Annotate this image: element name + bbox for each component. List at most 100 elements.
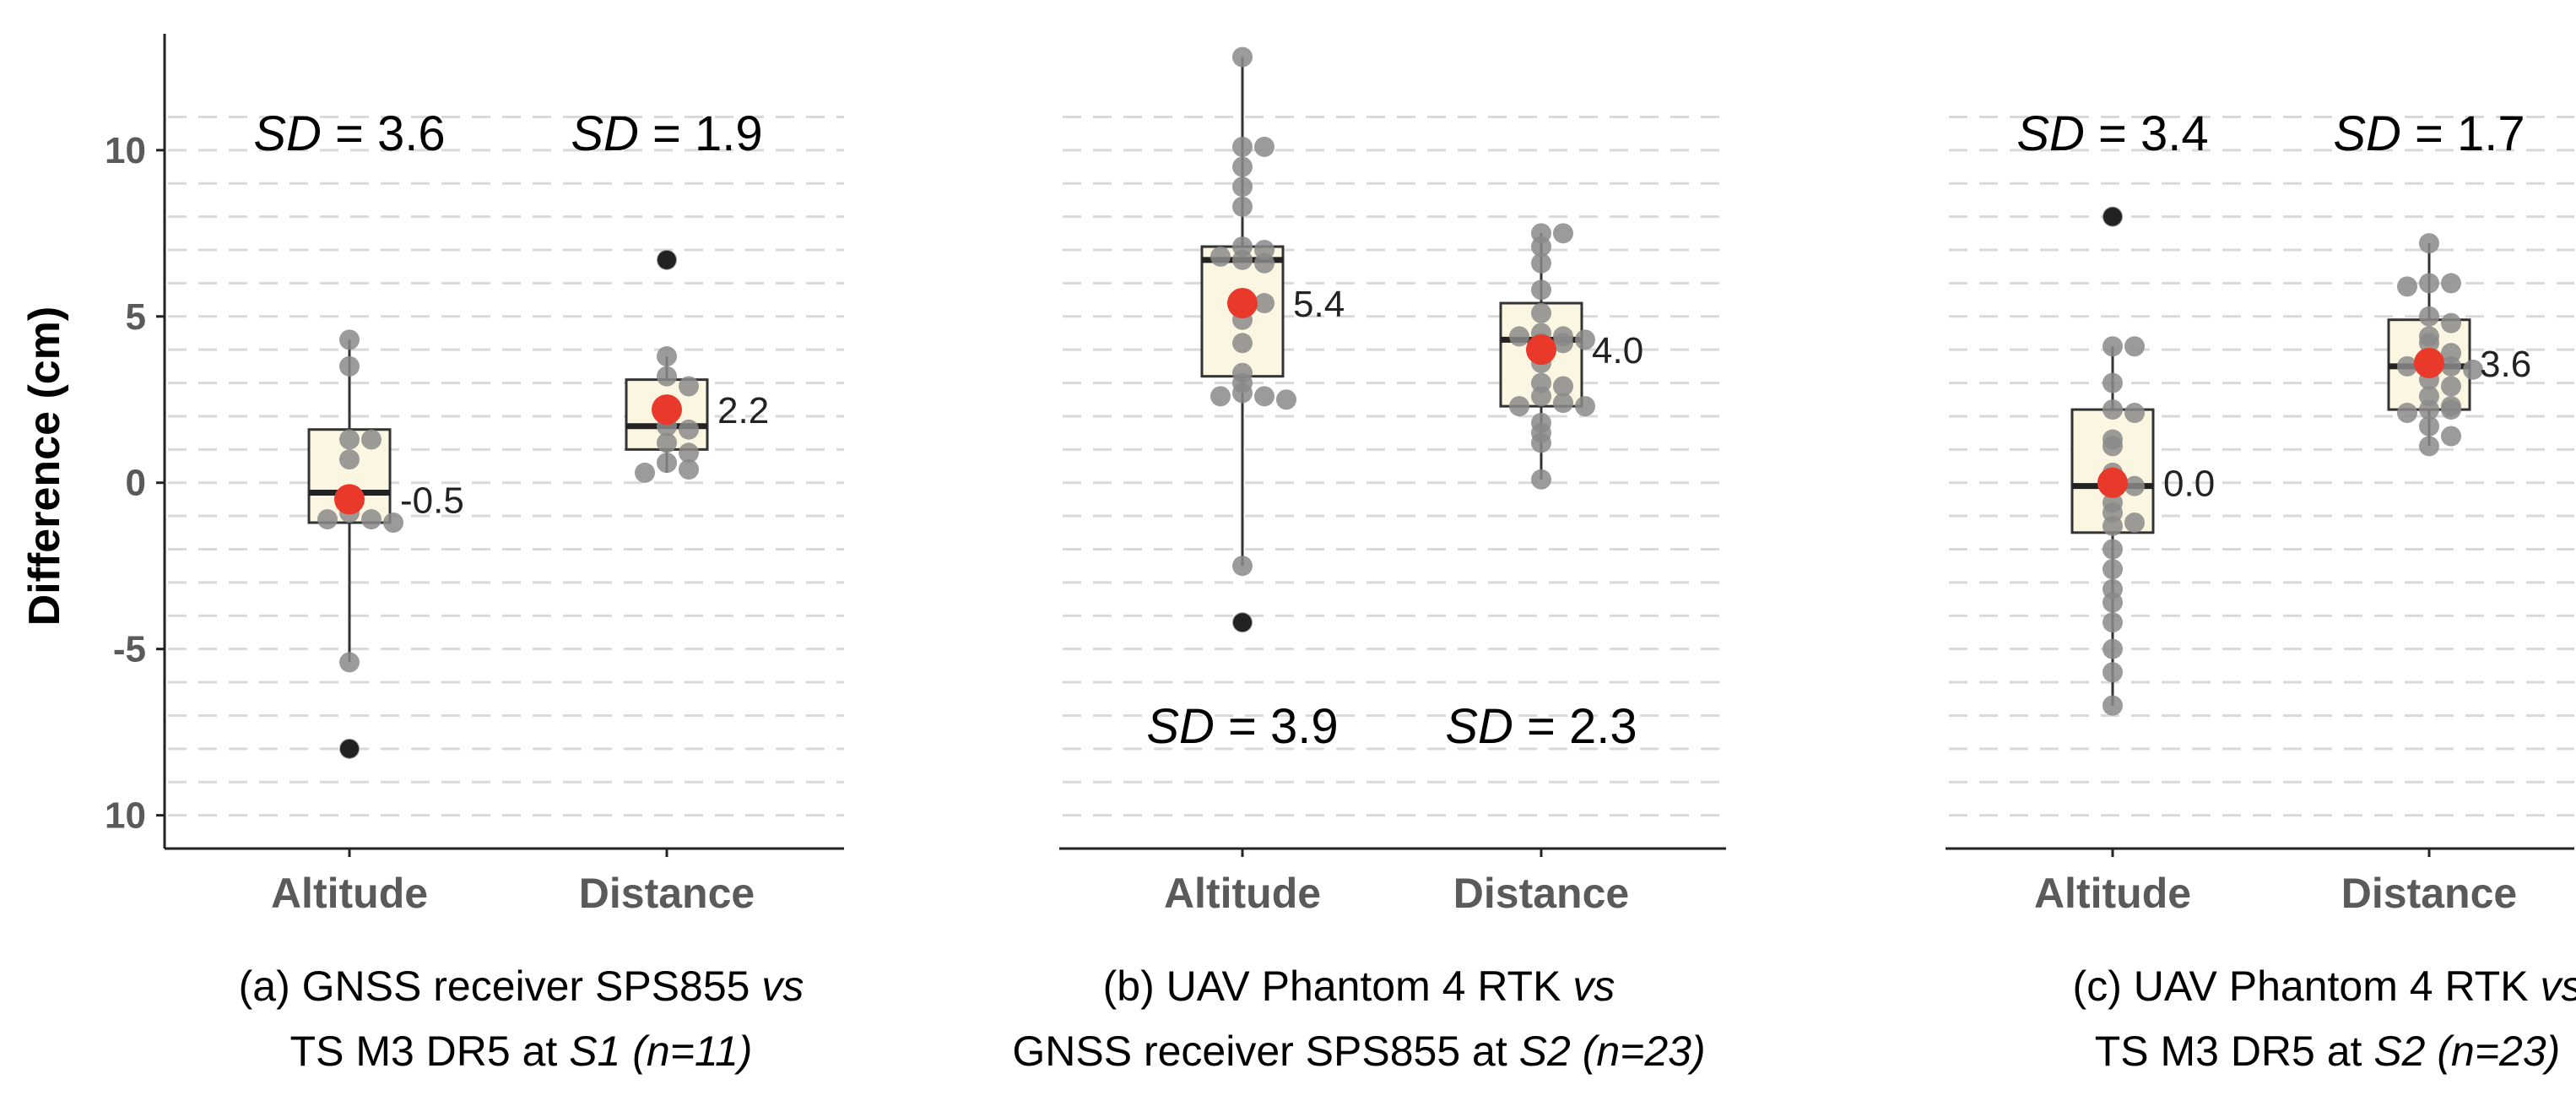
data-point xyxy=(679,376,699,397)
data-point xyxy=(657,432,677,453)
data-point xyxy=(361,429,382,450)
mean-marker xyxy=(1227,288,1258,319)
caption-text: (b) UAV Phantom 4 RTK xyxy=(1103,963,1573,1010)
sd-value: = 3.6 xyxy=(322,106,446,161)
data-point xyxy=(339,355,360,377)
data-point xyxy=(2419,273,2439,294)
caption-text: TS M3 DR5 at xyxy=(2095,1028,2374,1075)
data-point xyxy=(1232,382,1253,404)
data-point xyxy=(1575,396,1595,417)
data-point xyxy=(2441,399,2461,420)
sd-annotation: SD = 3.9 xyxy=(1146,699,1338,754)
sd-annotation: SD = 2.3 xyxy=(1445,699,1637,754)
data-point xyxy=(2102,559,2123,580)
data-point xyxy=(2102,336,2123,357)
data-point xyxy=(1254,252,1274,274)
data-point xyxy=(1509,396,1529,417)
y-tick-label: 0 xyxy=(126,463,146,504)
data-point xyxy=(1553,333,1573,354)
sd-value: = 3.4 xyxy=(2085,106,2209,161)
data-point xyxy=(1531,432,1551,453)
x-tick-label-distance: Distance xyxy=(1453,870,1629,917)
data-point xyxy=(2102,592,2123,613)
panel-a: 10 5 0 -5 10 Altitude Distance -0.5 SD = 3.6 2.2 S… xyxy=(105,34,844,1075)
data-point xyxy=(657,453,677,474)
data-point xyxy=(361,509,382,530)
data-point xyxy=(1553,393,1573,414)
data-point xyxy=(2441,355,2461,377)
mean-label: -0.5 xyxy=(400,480,464,521)
sd-symbol: SD xyxy=(2333,106,2401,161)
x-tick-label-distance: Distance xyxy=(2341,870,2517,917)
sd-annotation: SD = 3.6 xyxy=(253,106,445,161)
data-point xyxy=(657,346,677,367)
data-point xyxy=(1232,249,1253,270)
mean-label: 4.0 xyxy=(1592,330,1643,372)
mean-marker xyxy=(334,484,365,515)
caption-text: (c) UAV Phantom 4 RTK xyxy=(2073,963,2541,1010)
data-point xyxy=(1531,236,1551,258)
box-group-distance: 3.6 SD = 1.7 xyxy=(2333,106,2531,457)
data-point xyxy=(2102,638,2123,659)
outlier-point xyxy=(658,250,676,269)
mean-marker xyxy=(1526,334,1556,366)
data-point xyxy=(1575,329,1595,350)
mean-marker xyxy=(652,394,682,426)
outlier-point xyxy=(2103,207,2122,226)
panel-caption-line2: GNSS receiver SPS855 at S2 (n=23) xyxy=(1012,1028,1705,1075)
y-tick-label: 10 xyxy=(105,130,146,171)
data-point xyxy=(339,329,360,350)
x-tick-label-distance: Distance xyxy=(579,870,755,917)
caption-italic: vs xyxy=(1572,963,1615,1010)
data-point xyxy=(339,429,360,450)
outlier-point xyxy=(1233,613,1252,632)
data-point xyxy=(2441,273,2461,294)
data-point xyxy=(2419,415,2439,437)
sd-annotation: SD = 3.4 xyxy=(2016,106,2208,161)
data-point xyxy=(339,652,360,673)
data-point xyxy=(1553,223,1573,244)
data-point xyxy=(2397,355,2417,377)
data-point xyxy=(2102,662,2123,683)
data-point xyxy=(2441,312,2461,334)
mean-marker xyxy=(2414,347,2444,378)
x-tick-label-altitude: Altitude xyxy=(1164,870,1321,917)
sd-value: = 1.7 xyxy=(2401,106,2525,161)
data-point xyxy=(1232,46,1253,68)
caption-italic: S2 (n=23) xyxy=(2373,1028,2560,1075)
mean-label: 0.0 xyxy=(2163,464,2215,505)
box-group-distance: 4.0 SD = 2.3 xyxy=(1445,223,1643,754)
data-point xyxy=(339,449,360,470)
data-point xyxy=(2419,306,2439,327)
caption-italic: S1 (n=11) xyxy=(569,1028,752,1075)
data-point xyxy=(1210,246,1231,267)
caption-italic: S2 (n=23) xyxy=(1519,1028,1706,1075)
sd-symbol: SD xyxy=(571,106,639,161)
data-point xyxy=(1232,176,1253,198)
box-group-distance: 2.2 SD = 1.9 xyxy=(571,106,769,483)
data-point xyxy=(1553,376,1573,397)
mean-label: 5.4 xyxy=(1293,284,1345,325)
data-point xyxy=(2124,336,2145,357)
data-point xyxy=(2397,403,2417,424)
caption-italic: vs xyxy=(761,963,804,1010)
panel-caption-line1: (c) UAV Phantom 4 RTK vs xyxy=(2073,963,2576,1010)
data-point xyxy=(1531,469,1551,490)
data-point xyxy=(1232,156,1253,177)
mean-label: 3.6 xyxy=(2480,344,2531,385)
data-point xyxy=(2419,436,2439,457)
data-point xyxy=(317,509,338,530)
panel-caption-line2: TS M3 DR5 at S2 (n=23) xyxy=(2095,1028,2561,1075)
data-point xyxy=(2102,399,2123,420)
data-point xyxy=(1531,252,1551,274)
data-point xyxy=(679,458,699,480)
x-tick-label-altitude: Altitude xyxy=(271,870,428,917)
panel-b: Altitude Distance 5.4 SD = 3.9 4.0 SD = 2.3 (b… xyxy=(1012,46,1726,1075)
panel-c: Altitude Distance 0.0 SD = 3.4 3.6 SD = 1.7 (c… xyxy=(1946,106,2576,1075)
data-point xyxy=(2124,475,2145,496)
y-axis-title: Difference (cm) xyxy=(20,306,69,626)
sd-annotation: SD = 1.9 xyxy=(571,106,762,161)
y-tick-label: -5 xyxy=(113,629,146,670)
y-tick-label: 10 xyxy=(105,795,146,837)
